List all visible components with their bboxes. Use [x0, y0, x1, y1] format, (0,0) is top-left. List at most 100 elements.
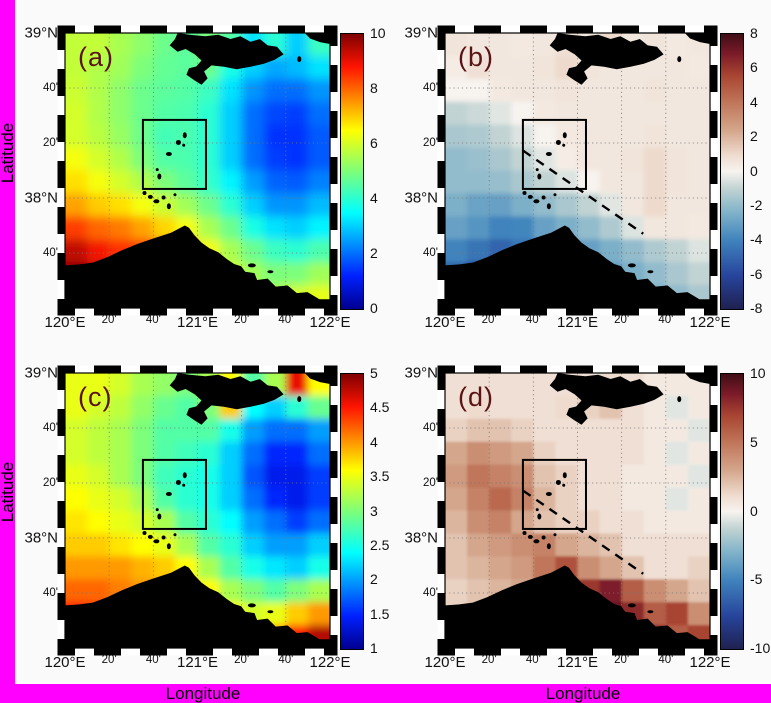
y-tick-label: 20': [43, 477, 58, 489]
x-tick-label: 40': [658, 654, 674, 666]
panel-label-a: (a): [78, 42, 114, 72]
x-tick-label: 121°E: [556, 654, 599, 671]
heatmap-layer: [445, 373, 710, 648]
y-axis-label-bottom: Latitude: [0, 461, 17, 523]
colorbar-d: [720, 373, 744, 650]
colorbar-tick-label: -2: [750, 196, 763, 213]
land-mass-layer: [445, 373, 710, 648]
panel-b-map: [437, 25, 718, 316]
x-tick-label: 40': [278, 314, 294, 326]
transect-dashed-line: [522, 149, 644, 235]
colorbar-tick-label: 6: [370, 135, 378, 151]
x-tick-label: 20': [234, 314, 250, 326]
y-tick-label: 20': [423, 477, 438, 489]
panel-d-map: [437, 365, 718, 656]
colorbar-tick-label: -5: [750, 571, 763, 588]
study-area-box: [521, 118, 587, 190]
x-tick-label: 120°E: [44, 654, 86, 671]
colorbar-tick-label: 10: [370, 25, 386, 41]
colorbar-tick-label: 4: [750, 93, 758, 110]
y-tick-label: 40': [423, 82, 438, 94]
x-tick-label: 20': [481, 314, 497, 326]
x-axis-label-left: Longitude: [165, 683, 241, 703]
x-tick-label: 20': [614, 654, 630, 666]
colorbar-tick-label: 2: [370, 571, 378, 588]
panel-a-map: [57, 25, 338, 316]
x-tick-label: 40': [278, 654, 294, 666]
colorbar-tick-label: 8: [370, 80, 378, 96]
colorbar-tick-label: 5: [750, 433, 758, 450]
colorbar-tick-label: 0: [370, 300, 378, 316]
map-frame: [437, 365, 718, 656]
colorbar-tick-label: 5: [370, 365, 378, 381]
x-tick-label: 120°E: [424, 314, 466, 331]
x-tick-label: 121°E: [176, 654, 219, 671]
land-mass-layer: [65, 33, 330, 308]
transect-dashed-line: [522, 489, 644, 575]
colorbar-tick-label: 10: [750, 365, 766, 381]
colorbar-tick-label: -8: [750, 300, 763, 316]
y-tick-label: 40': [43, 587, 58, 599]
colorbar-c: [340, 373, 364, 650]
colorbar-tick-label: 4.5: [370, 399, 390, 416]
x-tick-label: 122°E: [689, 314, 731, 331]
x-tick-label: 120°E: [424, 654, 466, 671]
panel-label-c: (c): [78, 382, 113, 412]
map-frame: [57, 365, 338, 656]
y-tick-label: 39°N: [404, 364, 438, 382]
x-tick-label: 40': [145, 654, 161, 666]
y-tick-label: 39°N: [24, 364, 58, 382]
x-tick-label: 20': [234, 654, 250, 666]
colorbar-tick-label: -4: [750, 231, 763, 248]
colorbar-tick-label: 0: [750, 162, 758, 179]
y-tick-label: 39°N: [24, 24, 58, 42]
x-tick-label: 122°E: [309, 654, 351, 671]
panel-label-b: (b): [458, 42, 494, 72]
colorbar-b: [720, 33, 744, 310]
colorbar-tick-label: 2: [750, 128, 758, 145]
y-axis-strip: Latitude Latitude: [0, 0, 17, 703]
x-tick-label: 122°E: [689, 654, 731, 671]
colorbar-tick-label: 1.5: [370, 605, 390, 622]
y-tick-label: 40': [423, 422, 438, 434]
map-frame: [57, 25, 338, 316]
x-tick-label: 122°E: [309, 314, 351, 331]
study-area-box: [521, 458, 587, 530]
colorbar-tick-label: 0: [750, 502, 758, 519]
y-tick-label: 20': [43, 137, 58, 149]
panel-c-map: [57, 365, 338, 656]
x-tick-label: 121°E: [176, 314, 219, 331]
x-axis-label-right: Longitude: [545, 683, 621, 703]
colorbar-a: [340, 33, 364, 310]
x-axis-strip: Longitude Longitude: [0, 684, 771, 703]
colorbar-tick-label: 3: [370, 502, 378, 519]
y-axis-label-top: Latitude: [0, 122, 17, 184]
colorbar-tick-label: 4: [370, 190, 378, 206]
study-area-box: [141, 458, 207, 530]
colorbar-tick-label: 1: [370, 640, 378, 656]
x-tick-label: 40': [145, 314, 161, 326]
y-tick-label: 40': [43, 247, 58, 259]
y-tick-label: 38°N: [404, 529, 438, 547]
colorbar-tick-label: 2.5: [370, 536, 390, 553]
colorbar-tick-label: -6: [750, 265, 763, 282]
x-tick-label: 120°E: [44, 314, 86, 331]
study-area-box: [141, 118, 207, 190]
colorbar-tick-label: 8: [750, 25, 758, 41]
y-tick-label: 20': [423, 137, 438, 149]
x-tick-label: 40': [658, 314, 674, 326]
x-tick-label: 20': [101, 314, 117, 326]
colorbar-tick-label: 6: [750, 59, 758, 76]
x-tick-label: 20': [614, 314, 630, 326]
map-frame: [437, 25, 718, 316]
y-tick-label: 38°N: [24, 529, 58, 547]
colorbar-tick-label: 3.5: [370, 468, 390, 485]
colorbar-tick-label: 2: [370, 245, 378, 261]
colorbar-tick-label: 4: [370, 433, 378, 450]
y-tick-label: 40': [43, 82, 58, 94]
y-tick-label: 38°N: [404, 189, 438, 207]
y-tick-label: 39°N: [404, 24, 438, 42]
x-tick-label: 40': [525, 314, 541, 326]
land-mass-layer: [65, 373, 330, 648]
